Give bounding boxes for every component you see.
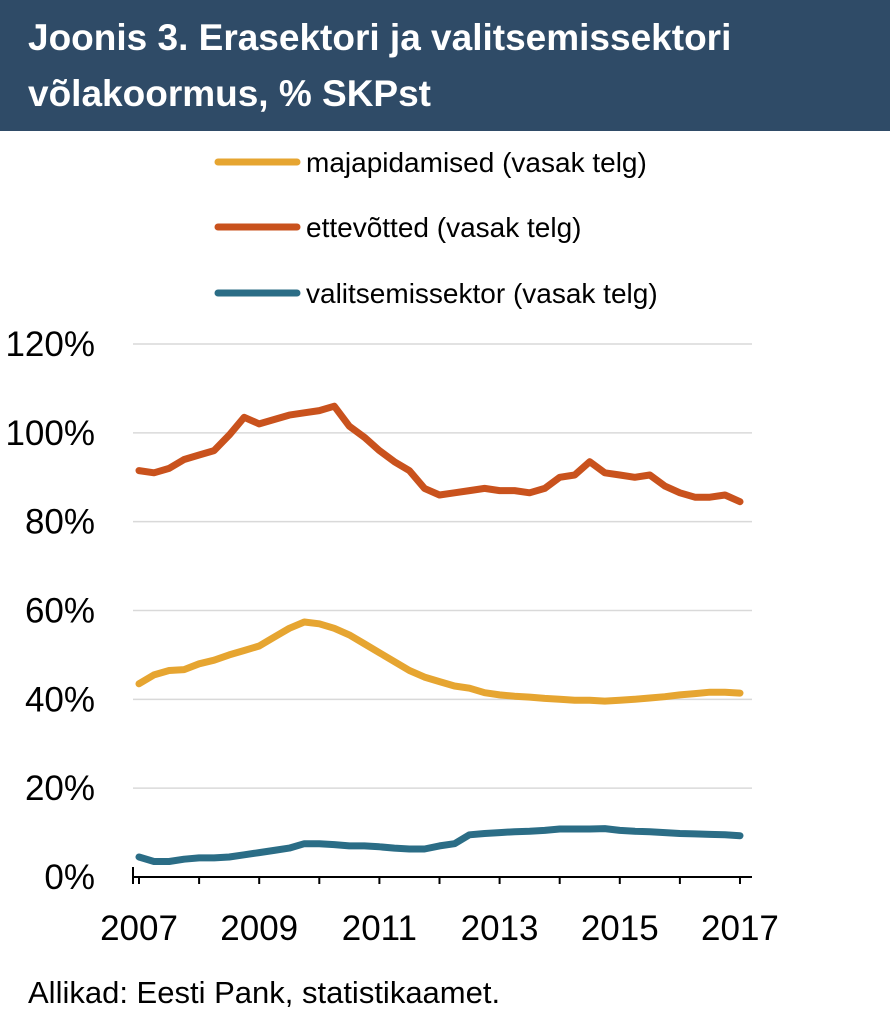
x-tick-label: 2017	[701, 909, 779, 948]
chart-title: Joonis 3. Erasektori ja valitsemissektor…	[28, 10, 878, 122]
x-tick-label: 2007	[100, 909, 178, 948]
y-tick-label: 60%	[25, 592, 95, 631]
source-note: Allikad: Eesti Pank, statistikaamet.	[28, 975, 501, 1010]
y-tick-label: 100%	[5, 414, 95, 453]
y-tick-label: 20%	[25, 769, 95, 808]
x-tick-label: 2009	[220, 909, 298, 948]
y-tick-label: 0%	[44, 858, 95, 897]
line-chart: 0% 20% 40% 60% 80% 100% 120% 2007 2009 2011 2013 20…	[5, 147, 779, 948]
legend-label: valitsemissektor (vasak telg)	[306, 278, 658, 309]
series-line	[135, 618, 744, 705]
legend-label: majapidamised (vasak telg)	[306, 147, 647, 178]
y-tick-label: 80%	[25, 503, 95, 542]
chart-title-line-2: võlakoormus, % SKPst	[28, 73, 432, 114]
x-tick-label: 2015	[581, 909, 659, 948]
series-line	[135, 825, 744, 865]
x-tick-label: 2011	[342, 909, 417, 948]
y-tick-label: 40%	[25, 680, 95, 719]
series-line	[135, 402, 744, 506]
title-bar: Joonis 3. Erasektori ja valitsemissektor…	[0, 0, 890, 131]
legend-label: ettevõtted (vasak telg)	[306, 212, 581, 243]
chart-title-line-1: Joonis 3. Erasektori ja valitsemissektor…	[28, 17, 732, 58]
x-tick-label: 2013	[461, 909, 539, 948]
y-tick-label: 120%	[5, 325, 95, 364]
